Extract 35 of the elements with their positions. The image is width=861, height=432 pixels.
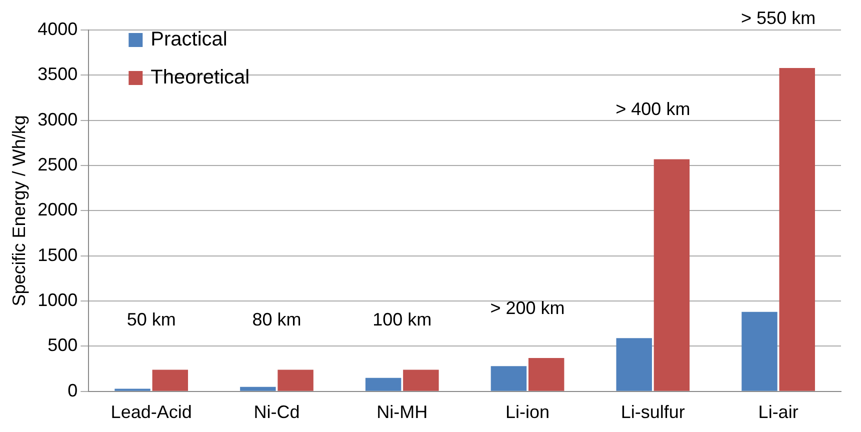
y-tick-label: 3000 (38, 109, 78, 130)
y-tick-label: 1500 (38, 244, 78, 265)
bar (616, 338, 652, 391)
bar (365, 378, 402, 391)
bar (152, 370, 188, 391)
bar (779, 68, 815, 391)
x-tick-label: Ni-MH (376, 402, 428, 422)
x-tick-label: Li-ion (506, 402, 550, 422)
bar (528, 358, 564, 391)
bar (403, 370, 439, 391)
y-tick-label: 1000 (38, 290, 78, 310)
text: > 550 km (741, 8, 816, 28)
annotation: 80 km (252, 310, 302, 330)
bar (654, 159, 690, 391)
x-tick-label: Li-sulfur (620, 402, 685, 422)
y-tick-label: 3500 (38, 64, 78, 84)
x-tick-label: Li-air (758, 402, 798, 422)
legend-label: Practical (150, 28, 228, 51)
x-tick-label: Ni-Cd (254, 402, 300, 422)
annotation: > 200 km (490, 298, 565, 318)
y-tick-label: 2000 (38, 200, 78, 220)
y-tick-label: 4000 (38, 18, 78, 39)
bar (742, 312, 778, 391)
bar (490, 366, 527, 391)
legend-label: Theoretical (150, 66, 250, 89)
annotation: 50 km (126, 310, 176, 330)
y-tick-label: 0 (68, 380, 78, 400)
annotation: > 400 km (616, 99, 690, 120)
y-tick-label: 2500 (38, 154, 78, 174)
x-tick-label: Lead-Acid (110, 402, 192, 422)
bar (240, 386, 276, 391)
y-tick-label: 500 (48, 335, 78, 356)
annotation: 100 km (372, 310, 432, 330)
y-axis-title: Specific Energy / Wh/kg (8, 115, 29, 306)
bar (278, 370, 314, 391)
